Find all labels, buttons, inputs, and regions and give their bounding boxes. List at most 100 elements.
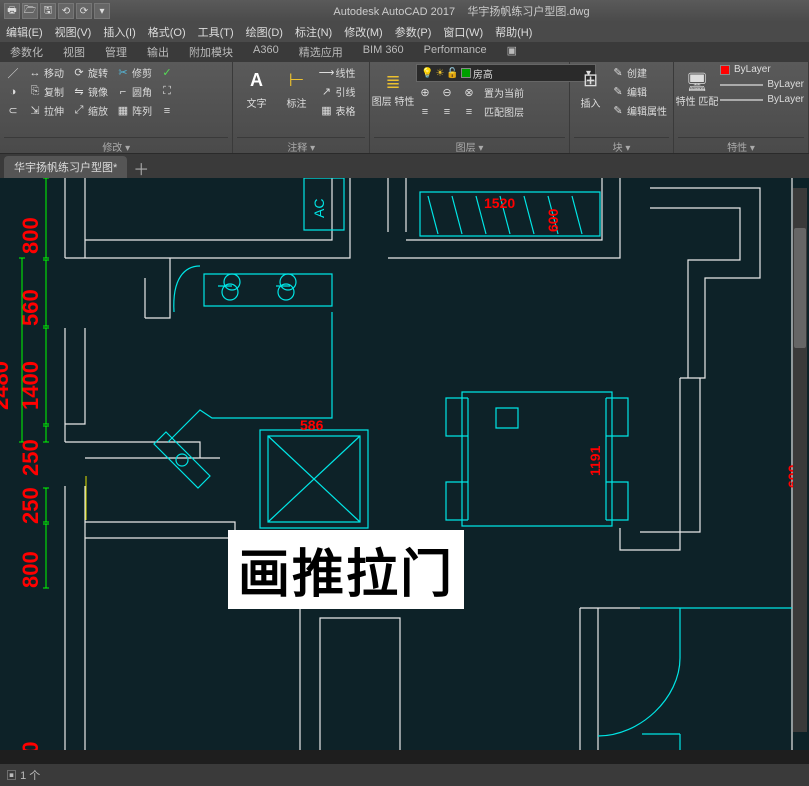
panel-label-layer: 图层 ▾ xyxy=(374,137,565,151)
layer-combo[interactable]: 💡 ☀ 🔓 房高 ▾ xyxy=(416,64,596,82)
layer-frz-icon[interactable]: ⊗ xyxy=(460,85,478,101)
ribbon-tab-view[interactable]: 视图 xyxy=(53,42,95,62)
menu-draw[interactable]: 绘图(D) xyxy=(240,22,289,42)
panel-label-modify: 修改 ▾ xyxy=(4,137,228,151)
menu-tools[interactable]: 工具(T) xyxy=(192,22,240,42)
bulb-icon: 💡 xyxy=(421,68,433,79)
linetype-combo[interactable]: ByLayer xyxy=(720,94,804,105)
quick-access-toolbar: 🖶 🗁 🖫 ⟲ ⟳ ▾ xyxy=(0,3,114,19)
trim-button[interactable]: ✂修剪 xyxy=(114,64,154,81)
color-combo[interactable]: ByLayer xyxy=(720,64,804,75)
svg-text:250: 250 xyxy=(18,439,43,476)
svg-text:2480: 2480 xyxy=(0,361,13,410)
line-button[interactable]: ／ xyxy=(4,65,22,81)
svg-text:800: 800 xyxy=(18,551,43,588)
menu-format[interactable]: 格式(O) xyxy=(142,22,192,42)
ribbon-panel-annot: A文字 ⊢标注 ⟶线性 ↗引线 ▦表格 注释 ▾ xyxy=(233,62,370,153)
ribbon-tab-featured[interactable]: 精选应用 xyxy=(289,42,353,62)
edit-attr-button[interactable]: ✎编辑属性 xyxy=(609,102,669,119)
ribbon-tabs: 参数化 视图 管理 输出 附加模块 A360 精选应用 BIM 360 Perf… xyxy=(0,42,809,62)
overlay-caption: 画推拉门 xyxy=(228,530,464,609)
ribbon-tab-bim360[interactable]: BIM 360 xyxy=(353,42,414,62)
layer-iso-icon[interactable]: ⊕ xyxy=(416,85,434,101)
svg-text:560: 560 xyxy=(18,289,43,326)
qat-more-icon[interactable]: ▾ xyxy=(94,3,110,19)
ribbon-tab-perf[interactable]: Performance xyxy=(414,42,497,62)
circle-button[interactable]: ◑ xyxy=(4,84,22,100)
qat-open-icon[interactable]: 🗁 xyxy=(22,3,38,19)
scale-button[interactable]: ⤢缩放 xyxy=(70,102,110,119)
menu-view[interactable]: 视图(V) xyxy=(49,22,98,42)
panel-label-block: 块 ▾ xyxy=(574,137,669,151)
ribbon-panel-modify: ／ ↔移动 ⟳旋转 ✂修剪 ✓ ◑ ⎘复制 ⇋镜像 ⌐圆角 ⛶ ⊂ ⇲拉伸 ⤢缩… xyxy=(0,62,233,153)
qat-print-icon[interactable]: 🖶 xyxy=(4,3,20,19)
rect-icon[interactable]: ⛶ xyxy=(158,84,176,100)
ribbon-tab-addins[interactable]: 附加模块 xyxy=(179,42,243,62)
qat-undo-icon[interactable]: ⟲ xyxy=(58,3,74,19)
svg-text:1520: 1520 xyxy=(484,195,515,211)
leader-button[interactable]: ↗引线 xyxy=(317,83,357,100)
lock-icon: 🔓 xyxy=(446,68,458,79)
arc-button[interactable]: ⊂ xyxy=(4,103,22,119)
qat-redo-icon[interactable]: ⟳ xyxy=(76,3,92,19)
ribbon: ／ ↔移动 ⟳旋转 ✂修剪 ✓ ◑ ⎘复制 ⇋镜像 ⌐圆角 ⛶ ⊂ ⇲拉伸 ⤢缩… xyxy=(0,62,809,154)
mirror-button[interactable]: ⇋镜像 xyxy=(70,83,110,100)
fillet-button[interactable]: ⌐圆角 xyxy=(114,83,154,100)
rotate-button[interactable]: ⟳旋转 xyxy=(70,64,110,81)
array-button[interactable]: ▦阵列 xyxy=(114,102,154,119)
svg-text:1191: 1191 xyxy=(587,445,603,476)
ribbon-tab-manage[interactable]: 管理 xyxy=(95,42,137,62)
svg-text:800: 800 xyxy=(18,217,43,254)
ribbon-tab-a360[interactable]: A360 xyxy=(243,42,289,62)
menu-param[interactable]: 参数(P) xyxy=(389,22,438,42)
linear-button[interactable]: ⟶线性 xyxy=(317,64,357,81)
layer-off-icon[interactable]: ⊖ xyxy=(438,85,456,101)
table-button[interactable]: ▦表格 xyxy=(317,102,357,119)
stretch-button[interactable]: ⇲拉伸 xyxy=(26,102,66,119)
copy-button[interactable]: ⎘复制 xyxy=(26,83,66,100)
layer-icon-2[interactable]: ≡ xyxy=(438,104,456,120)
dimension-button[interactable]: ⊢标注 xyxy=(277,64,315,114)
menu-help[interactable]: 帮助(H) xyxy=(489,22,538,42)
make-current-button[interactable]: 置为当前 xyxy=(482,84,526,101)
document-tabs: 华宇扬帆练习户型图* ＋ xyxy=(0,154,809,178)
menu-edit[interactable]: 编辑(E) xyxy=(0,22,49,42)
ribbon-panel-block: ⊞插入 ✎创建 ✎编辑 ✎编辑属性 块 ▾ xyxy=(570,62,674,153)
menu-modify[interactable]: 修改(M) xyxy=(338,22,389,42)
ribbon-tab-param[interactable]: 参数化 xyxy=(0,42,53,62)
svg-text:AC: AC xyxy=(311,199,327,218)
menu-insert[interactable]: 插入(I) xyxy=(97,22,141,42)
scrollbar-vertical[interactable] xyxy=(793,188,807,732)
menubar: 编辑(E) 视图(V) 插入(I) 格式(O) 工具(T) 绘图(D) 标注(N… xyxy=(0,22,809,42)
menu-dimension[interactable]: 标注(N) xyxy=(289,22,338,42)
drawing-canvas[interactable]: AC80056014002480250250800601520600586119… xyxy=(0,178,809,750)
titlebar: 🖶 🗁 🖫 ⟲ ⟳ ▾ Autodesk AutoCAD 2017 华宇扬帆练习… xyxy=(0,0,809,22)
layer-props-button[interactable]: ≣图层 特性 xyxy=(374,64,412,114)
layer-name: 房高 xyxy=(473,66,493,81)
window-title: Autodesk AutoCAD 2017 华宇扬帆练习户型图.dwg xyxy=(114,3,809,19)
match-props-button[interactable]: 🖥特性 匹配 xyxy=(678,64,716,114)
menu-window[interactable]: 窗口(W) xyxy=(437,22,489,42)
offset-icon[interactable]: ≡ xyxy=(158,103,176,119)
ribbon-tab-focus[interactable]: ▣ xyxy=(497,42,527,62)
layer-icon-1[interactable]: ≡ xyxy=(416,104,434,120)
text-button[interactable]: A文字 xyxy=(237,64,275,114)
svg-text:60: 60 xyxy=(18,742,43,750)
new-tab-button[interactable]: ＋ xyxy=(131,158,151,178)
match-layer-button[interactable]: 匹配图层 xyxy=(482,103,526,120)
lineweight-combo[interactable]: ByLayer xyxy=(720,79,804,90)
edit-block-button[interactable]: ✎编辑 xyxy=(609,83,669,100)
insert-block-button[interactable]: ⊞插入 xyxy=(574,64,607,114)
svg-text:250: 250 xyxy=(18,487,43,524)
ribbon-panel-props: 🖥特性 匹配 ByLayer ByLayer ByLayer 特性 ▾ xyxy=(674,62,809,153)
move-button[interactable]: ↔移动 xyxy=(26,64,66,81)
layer-icon-3[interactable]: ≡ xyxy=(460,104,478,120)
ribbon-panel-layer: ≣图层 特性 💡 ☀ 🔓 房高 ▾ ⊕ ⊖ ⊗ 置为当前 ≡ xyxy=(370,62,570,153)
svg-text:1400: 1400 xyxy=(18,361,43,410)
qat-save-icon[interactable]: 🖫 xyxy=(40,3,56,19)
document-tab[interactable]: 华宇扬帆练习户型图* xyxy=(4,156,127,178)
check-icon[interactable]: ✓ xyxy=(158,65,176,81)
create-block-button[interactable]: ✎创建 xyxy=(609,64,669,81)
statusbar: ▣ 1 个 xyxy=(0,764,809,786)
ribbon-tab-output[interactable]: 输出 xyxy=(137,42,179,62)
